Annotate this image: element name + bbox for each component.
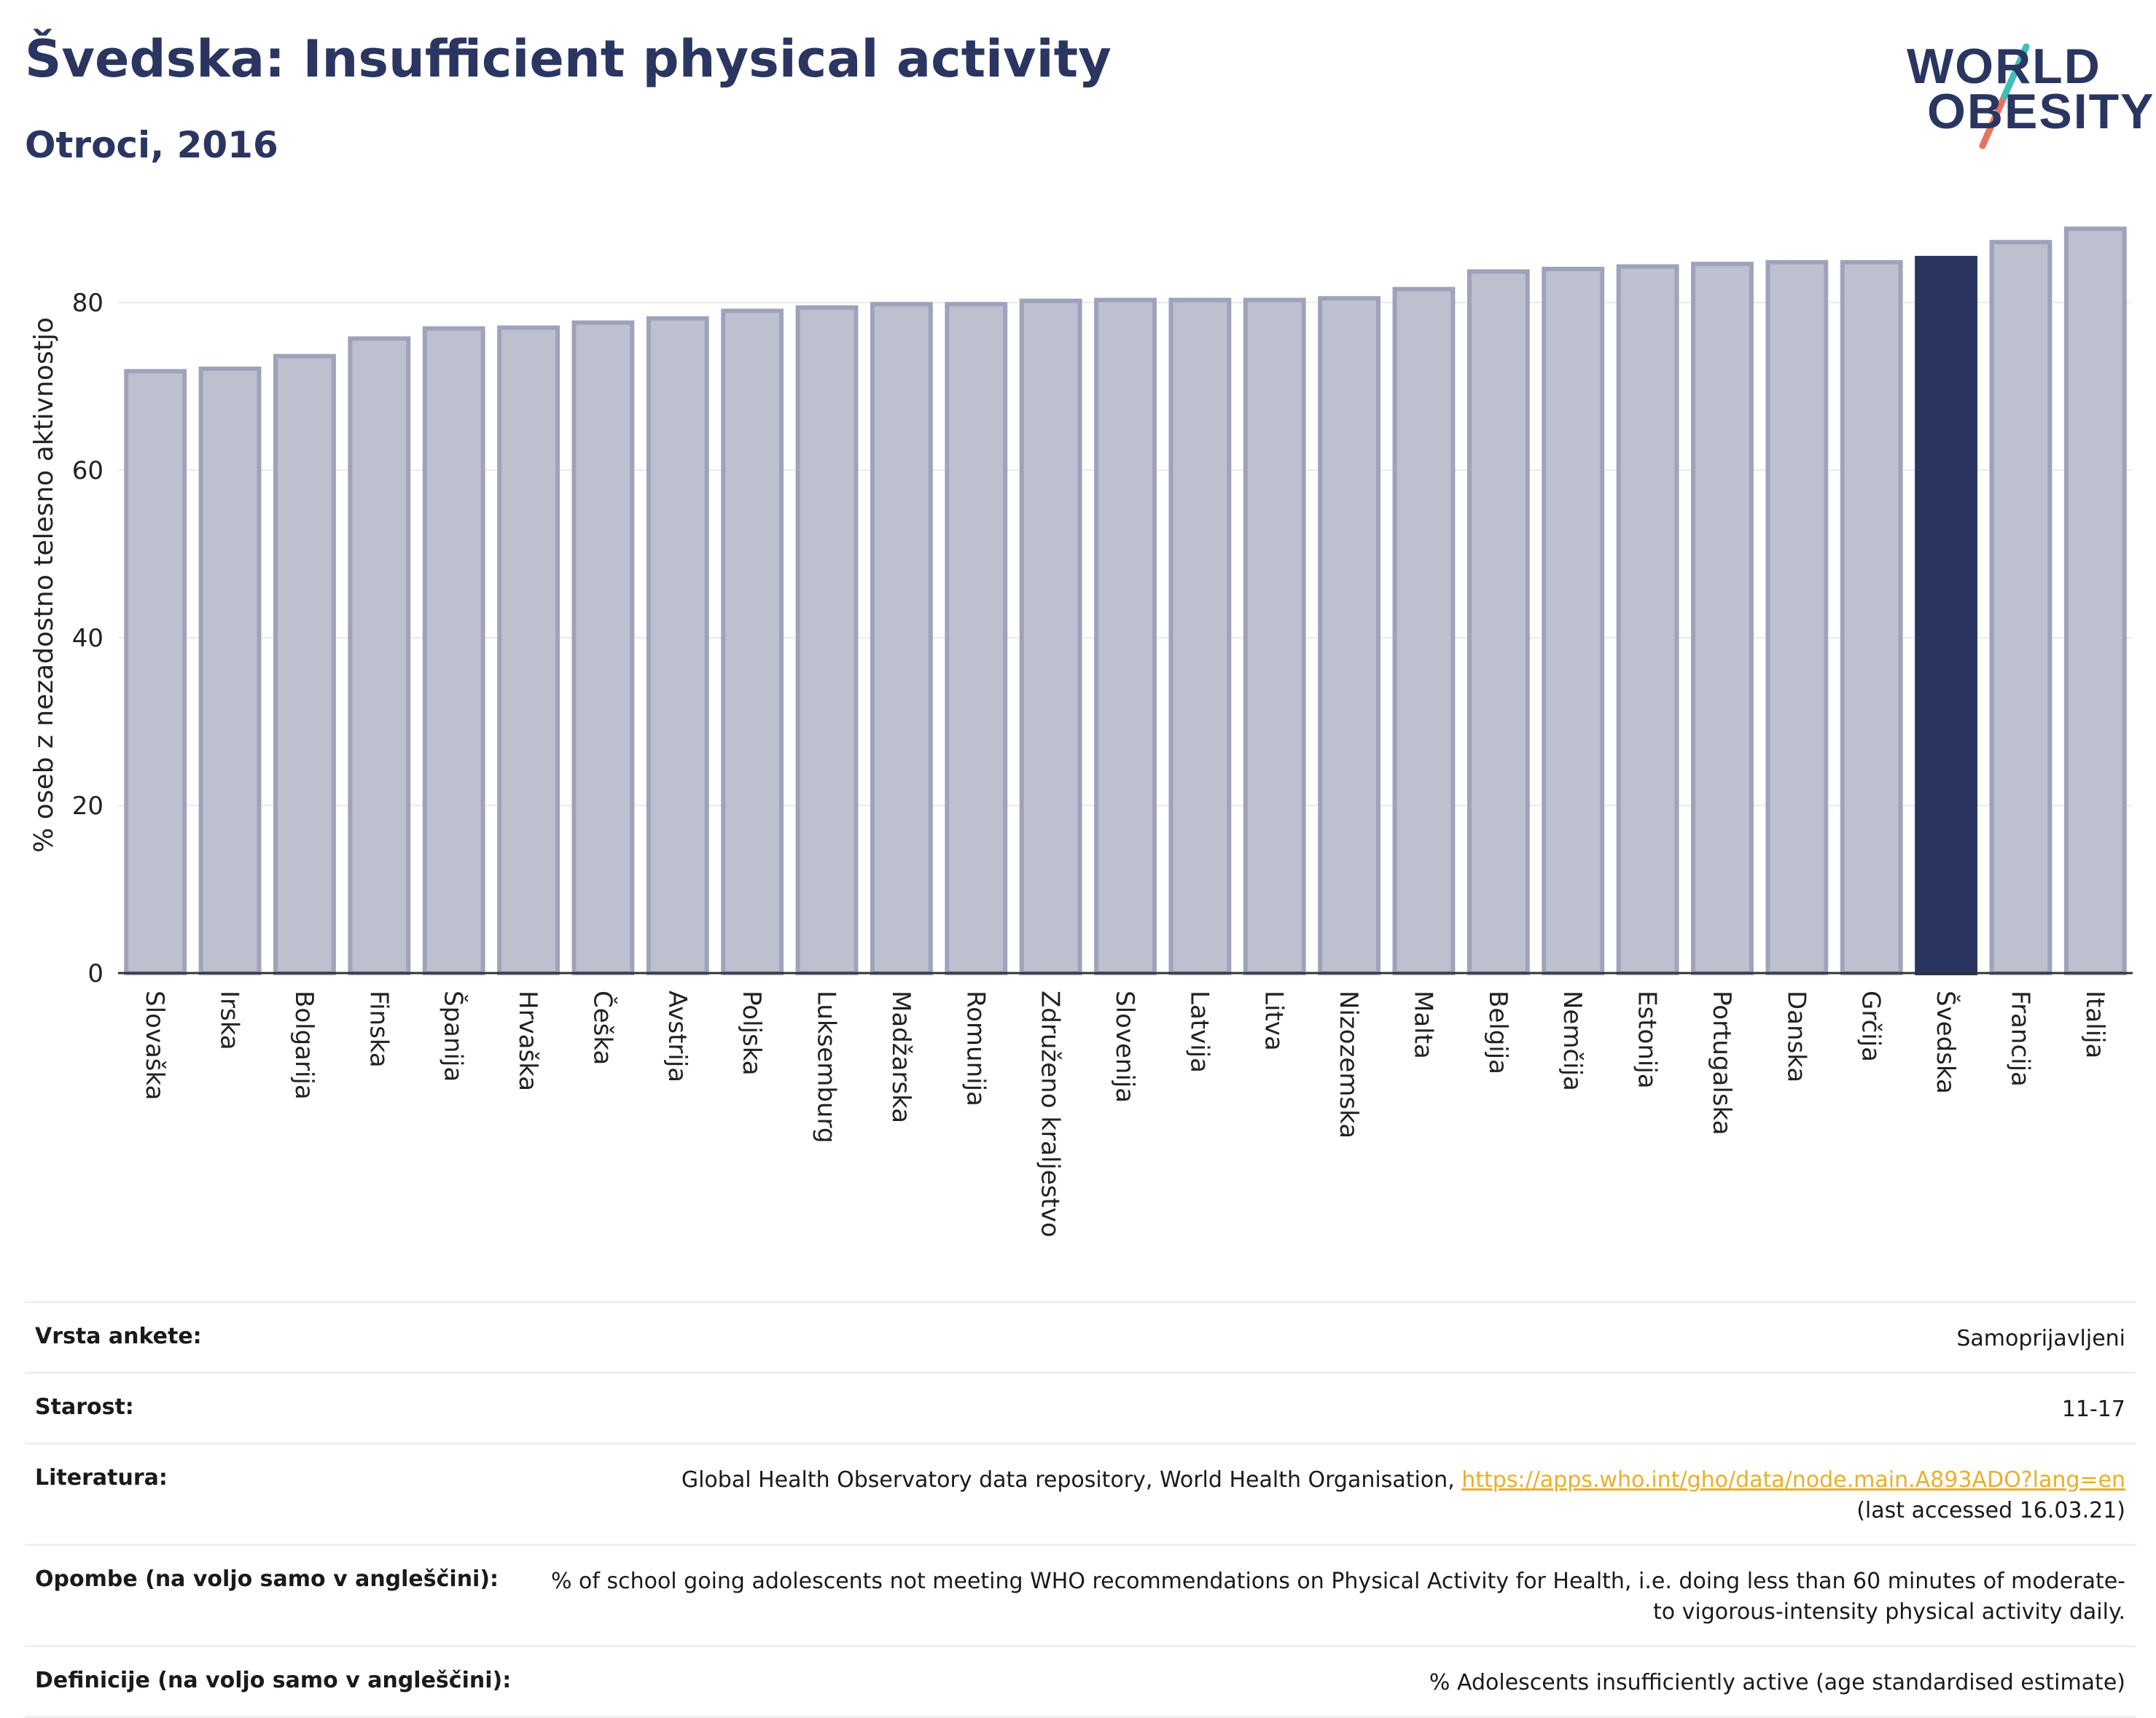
y-tick-label: 0	[87, 959, 103, 988]
x-tick-label: Danska	[1781, 991, 1811, 1082]
bar	[348, 336, 411, 975]
bar	[1765, 259, 1829, 975]
bar	[1616, 264, 1679, 975]
x-tick-label: Belgija	[1483, 991, 1512, 1074]
bar	[1318, 296, 1381, 975]
bar	[1168, 297, 1232, 975]
bar	[273, 354, 336, 976]
meta-row-age: Starost: 11-17	[25, 1372, 2136, 1442]
x-tick-label: Finska	[364, 991, 393, 1068]
bar	[422, 326, 485, 975]
metadata-table: Vrsta ankete: Samoprijavljeni Starost: 1…	[25, 1301, 2136, 1718]
x-tick-label: Poljska	[737, 991, 766, 1076]
chart-title: Švedska: Insufficient physical activity	[25, 29, 1112, 89]
bar	[795, 305, 859, 975]
meta-label: Starost:	[35, 1394, 134, 1420]
meta-row-references: Literatura: Global Health Observatory da…	[25, 1442, 2136, 1544]
bar	[571, 320, 635, 976]
y-axis-label: % oseb z nezadostno telesno aktivnostjo	[29, 317, 59, 853]
x-tick-label: Združeno kraljestvo	[1036, 991, 1065, 1238]
bar	[1840, 259, 1903, 975]
bar	[1094, 297, 1157, 975]
x-tick-label: Nizozemska	[1334, 991, 1363, 1139]
x-tick-label: Luksemburg	[812, 991, 841, 1143]
bar	[1915, 256, 1977, 975]
reference-accessed: (last accessed 16.03.21)	[1856, 1498, 2125, 1523]
x-tick-label: Romunija	[961, 991, 990, 1106]
bar	[1691, 262, 1754, 976]
y-tick-label: 80	[72, 289, 103, 318]
meta-label: Literatura:	[35, 1465, 168, 1491]
meta-row-definitions: Definicije (na voljo samo v angleščini):…	[25, 1645, 2136, 1718]
meta-row-notes: Opombe (na voljo samo v angleščini): % o…	[25, 1544, 2136, 1645]
bar	[870, 302, 933, 975]
bar	[124, 369, 187, 975]
x-tick-label: Slovaška	[140, 991, 169, 1100]
y-tick-label: 60	[72, 456, 103, 485]
x-tick-label: Hrvaška	[513, 991, 542, 1091]
bar	[1989, 240, 2053, 975]
x-tick-label: Estonija	[1633, 991, 1662, 1089]
x-tick-label: Malta	[1408, 991, 1437, 1059]
x-tick-label: Nemčija	[1558, 991, 1587, 1091]
bar	[1243, 297, 1306, 975]
y-tick-label: 40	[72, 624, 103, 653]
x-tick-label: Grčija	[1856, 991, 1886, 1062]
reference-text: Global Health Observatory data repositor…	[681, 1467, 1462, 1493]
meta-label: Vrsta ankete:	[35, 1324, 202, 1349]
logo-slash-icon	[1979, 43, 2030, 149]
meta-label: Definicije (na voljo samo v angleščini):	[35, 1668, 512, 1693]
x-tick-label: Madžarska	[886, 991, 915, 1123]
logo-line2: OBESITY	[1927, 84, 2155, 139]
x-tick-label: Slovenija	[1110, 991, 1139, 1103]
bar	[721, 308, 784, 975]
bar	[1019, 298, 1082, 975]
x-tick-label: Litva	[1259, 991, 1289, 1051]
world-obesity-logo: WORLD OBESITY	[1895, 29, 2154, 160]
bar	[497, 325, 560, 975]
x-tick-label: Latvija	[1184, 991, 1214, 1073]
bar	[1392, 286, 1456, 976]
bar	[2063, 226, 2127, 975]
bar	[198, 366, 262, 976]
x-tick-label: Bolgarija	[289, 991, 319, 1100]
y-tick-label: 20	[72, 792, 103, 821]
meta-value: Global Health Observatory data repositor…	[197, 1465, 2125, 1526]
reference-link[interactable]: https://apps.who.int/gho/data/node.main.…	[1461, 1467, 2125, 1493]
x-tick-label: Francija	[2005, 991, 2034, 1087]
x-tick-label: Avstrija	[663, 991, 692, 1082]
x-tick-label: Irska	[215, 991, 244, 1050]
meta-value: % of school going adolescents not meetin…	[550, 1569, 2125, 1625]
x-tick-label: Češka	[587, 991, 617, 1065]
logo-line1: WORLD	[1907, 39, 2101, 94]
meta-value: % Adolescents insufficiently active (age…	[1429, 1670, 2125, 1695]
meta-label: Opombe (na voljo samo v angleščini):	[35, 1566, 499, 1592]
x-tick-label: Italija	[2080, 991, 2109, 1058]
x-tick-label: Švedska	[1931, 991, 1961, 1094]
bar-chart: 0 20 40 60 80 % oseb z nezadostno telesno akt…	[29, 226, 2133, 1238]
bar	[1466, 269, 1530, 975]
meta-value: 11-17	[2061, 1397, 2125, 1422]
x-tick-label: Španija	[439, 991, 469, 1082]
meta-value: Samoprijavljeni	[1956, 1326, 2125, 1351]
bar	[945, 302, 1008, 975]
meta-row-survey-type: Vrsta ankete: Samoprijavljeni	[25, 1301, 2136, 1372]
bar	[1542, 267, 1605, 975]
x-tick-label: Portugalska	[1707, 991, 1736, 1135]
chart-subtitle: Otroci, 2016	[25, 124, 278, 166]
bar	[646, 316, 709, 976]
